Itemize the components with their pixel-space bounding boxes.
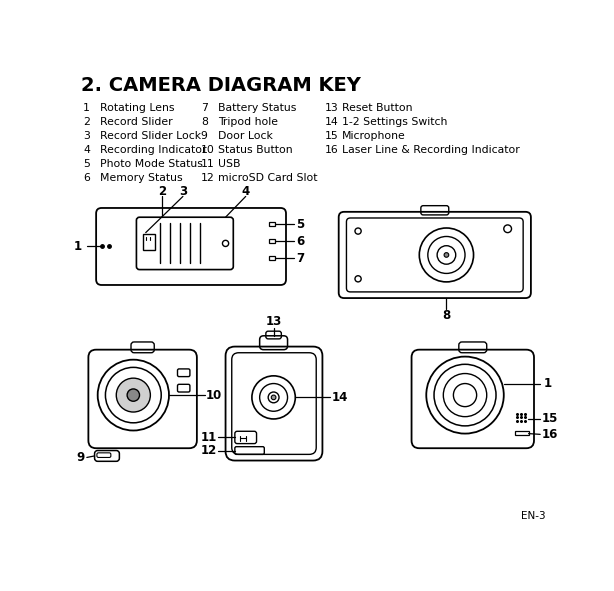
Text: 11: 11 xyxy=(200,431,217,444)
Bar xyxy=(269,256,275,261)
Text: Record Slider: Record Slider xyxy=(100,117,173,127)
Text: 12: 12 xyxy=(200,444,217,457)
Text: 4: 4 xyxy=(241,184,250,197)
Text: 5: 5 xyxy=(83,159,90,168)
Text: 9: 9 xyxy=(76,451,85,464)
Circle shape xyxy=(444,252,449,257)
Text: 10: 10 xyxy=(206,389,222,402)
Text: Reset Button: Reset Button xyxy=(342,103,412,113)
Text: 14: 14 xyxy=(325,117,338,127)
Text: Microphone: Microphone xyxy=(342,131,406,141)
Text: Battery Status: Battery Status xyxy=(218,103,296,113)
Bar xyxy=(269,239,275,243)
Text: 14: 14 xyxy=(332,391,348,404)
Bar xyxy=(515,431,529,435)
Text: Laser Line & Recording Indicator: Laser Line & Recording Indicator xyxy=(342,145,519,155)
Bar xyxy=(142,234,155,249)
Text: 1: 1 xyxy=(83,103,90,113)
Text: Door Lock: Door Lock xyxy=(218,131,273,141)
Circle shape xyxy=(271,395,276,400)
Text: 8: 8 xyxy=(201,117,208,127)
Text: 3: 3 xyxy=(179,184,187,197)
Text: Memory Status: Memory Status xyxy=(100,173,182,183)
Circle shape xyxy=(116,378,150,412)
Circle shape xyxy=(127,389,139,401)
Text: 6: 6 xyxy=(83,173,90,183)
Text: Rotating Lens: Rotating Lens xyxy=(100,103,174,113)
Text: 13: 13 xyxy=(265,316,282,329)
Text: Photo Mode Status: Photo Mode Status xyxy=(100,159,203,168)
Text: 16: 16 xyxy=(542,428,558,441)
Text: 9: 9 xyxy=(201,131,208,141)
Text: 2: 2 xyxy=(158,184,166,197)
Text: 6: 6 xyxy=(296,235,304,248)
Text: 1: 1 xyxy=(544,377,552,390)
Text: 7: 7 xyxy=(296,252,304,265)
Text: 16: 16 xyxy=(325,145,338,155)
Text: Tripod hole: Tripod hole xyxy=(218,117,278,127)
Bar xyxy=(269,222,275,226)
Text: microSD Card Slot: microSD Card Slot xyxy=(218,173,317,183)
Text: Record Slider Lock: Record Slider Lock xyxy=(100,131,201,141)
Text: Status Button: Status Button xyxy=(218,145,292,155)
Text: 11: 11 xyxy=(201,159,214,168)
Text: 8: 8 xyxy=(442,309,451,322)
Text: 15: 15 xyxy=(325,131,338,141)
Text: USB: USB xyxy=(218,159,240,168)
Text: 2: 2 xyxy=(83,117,90,127)
Text: 12: 12 xyxy=(201,173,214,183)
Text: 13: 13 xyxy=(325,103,338,113)
Text: 3: 3 xyxy=(83,131,90,141)
Text: 1: 1 xyxy=(74,240,82,253)
Text: 4: 4 xyxy=(83,145,90,155)
Text: EN-3: EN-3 xyxy=(521,511,546,521)
Text: 7: 7 xyxy=(201,103,208,113)
Text: 2. CAMERA DIAGRAM KEY: 2. CAMERA DIAGRAM KEY xyxy=(82,76,361,95)
Text: Recording Indicator: Recording Indicator xyxy=(100,145,206,155)
Text: 1-2 Settings Switch: 1-2 Settings Switch xyxy=(342,117,447,127)
Text: 10: 10 xyxy=(201,145,215,155)
Text: 5: 5 xyxy=(296,217,304,230)
Text: 15: 15 xyxy=(542,413,558,426)
